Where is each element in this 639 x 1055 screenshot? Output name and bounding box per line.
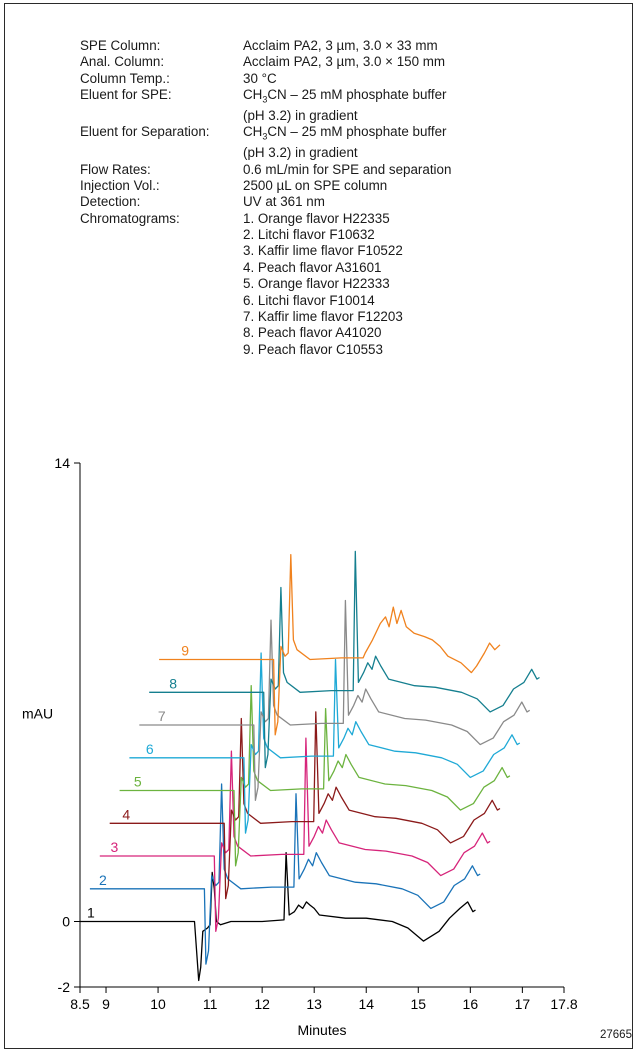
condition-row: Eluent for SPE: CH3CN – 25 mM phosphate b…	[80, 87, 451, 124]
series-label-1: 1	[87, 905, 95, 921]
condition-value-line: Acclaim PA2, 3 µm, 3.0 × 150 mm	[243, 54, 446, 70]
x-tick-label: 14	[358, 996, 374, 1012]
condition-value-line: CH3CN – 25 mM phosphate buffer	[243, 124, 447, 143]
x-tick-label: 15	[410, 996, 426, 1012]
condition-value-line: 2500 µL on SPE column	[243, 178, 388, 194]
x-axis-label: Minutes	[297, 1022, 346, 1038]
series-label-9: 9	[181, 643, 189, 659]
condition-value-line: Acclaim PA2, 3 µm, 3.0 × 33 mm	[243, 38, 438, 53]
figure-frame	[4, 3, 633, 1049]
condition-value-line: (pH 3.2) in gradient	[243, 108, 358, 124]
condition-value-line: (pH 3.2) in gradient	[243, 145, 358, 161]
condition-value: 1. Orange flavor H22335 2. Litchi flavor …	[243, 211, 403, 358]
condition-value-line: 30 °C	[243, 70, 277, 86]
condition-label: Chromatograms:	[80, 210, 180, 226]
series-label-2: 2	[99, 872, 107, 888]
condition-value: CH3CN – 25 mM phosphate buffer (pH 3.2) i…	[243, 87, 447, 124]
series-line-1	[80, 852, 476, 982]
condition-label: Column Temp.:	[80, 70, 170, 86]
condition-value: 30 °C	[243, 71, 277, 87]
series-label-6: 6	[146, 741, 154, 757]
y-tick-label: 0	[62, 914, 70, 930]
condition-value: UV at 361 nm	[243, 194, 325, 210]
condition-value-line: 1. Orange flavor H22335	[243, 210, 390, 226]
condition-value: 2500 µL on SPE column	[243, 178, 387, 194]
condition-value-line: 4. Peach flavor A31601	[243, 259, 382, 275]
condition-value-line: CH3CN – 25 mM phosphate buffer	[243, 87, 447, 105]
x-tick-label: 17.8	[550, 996, 577, 1012]
series-label-3: 3	[110, 839, 118, 855]
condition-row: Flow Rates: 0.6 mL/min for SPE and separa…	[80, 162, 451, 178]
x-tick-label: 17	[515, 996, 531, 1012]
x-tick-label: 8.5	[70, 996, 90, 1012]
series-line-9	[159, 554, 501, 736]
condition-label: Eluent for SPE:	[80, 87, 172, 103]
condition-label: Eluent for Separation:	[80, 124, 210, 140]
condition-value-line: 6. Litchi flavor F10014	[243, 292, 375, 308]
series-line-8	[149, 550, 540, 769]
x-tick-label: 12	[254, 996, 270, 1012]
condition-label: Detection:	[80, 194, 141, 210]
condition-row: Column Temp.: 30 °C	[80, 71, 451, 87]
series-line-6	[129, 652, 521, 834]
y-tick-label: -2	[58, 979, 71, 995]
x-tick-label: 11	[203, 996, 218, 1012]
condition-value-line: 2. Litchi flavor F10632	[243, 227, 375, 243]
y-tick-label: 14	[54, 455, 70, 471]
figure-id: 27665	[600, 1029, 632, 1041]
condition-row: Detection: UV at 361 nm	[80, 194, 451, 210]
series-label-4: 4	[122, 806, 130, 822]
condition-value: CH3CN – 25 mM phosphate buffer (pH 3.2) i…	[243, 124, 447, 161]
series-line-2	[89, 783, 481, 965]
condition-row: Eluent for Separation: CH3CN – 25 mM phos…	[80, 124, 451, 161]
series-label-8: 8	[169, 675, 177, 691]
x-tick-label: 10	[150, 996, 166, 1012]
condition-value-line: UV at 361 nm	[243, 194, 325, 210]
series-line-3	[99, 737, 491, 932]
condition-value: 0.6 mL/min for SPE and separation	[243, 162, 451, 178]
condition-row: Anal. Column: Acclaim PA2, 3 µm, 3.0 × 15…	[80, 54, 451, 70]
series-line-7	[139, 599, 531, 801]
x-tick-label: 13	[306, 996, 322, 1012]
condition-value: Acclaim PA2, 3 µm, 3.0 × 150 mm	[243, 54, 445, 70]
condition-label: Injection Vol.:	[80, 178, 160, 194]
condition-value-line: 0.6 mL/min for SPE and separation	[243, 161, 452, 177]
series-label-5: 5	[134, 774, 142, 790]
x-tick-label: 16	[463, 996, 479, 1012]
condition-value-line: 8. Peach flavor A41020	[243, 325, 382, 341]
series-line-4	[109, 711, 501, 900]
condition-label: SPE Column:	[80, 38, 161, 53]
condition-row: Injection Vol.: 2500 µL on SPE column	[80, 178, 451, 194]
condition-label: Flow Rates:	[80, 161, 151, 177]
condition-value-line: 7. Kaffir lime flavor F12203	[243, 308, 403, 324]
conditions-block: SPE Column: Acclaim PA2, 3 µm, 3.0 × 33 m…	[80, 38, 451, 358]
condition-value: Acclaim PA2, 3 µm, 3.0 × 33 mm	[243, 38, 438, 54]
series-line-5	[119, 685, 511, 867]
x-tick-label: 9	[102, 996, 110, 1012]
condition-row: SPE Column: Acclaim PA2, 3 µm, 3.0 × 33 m…	[80, 38, 451, 54]
condition-row: Chromatograms: 1. Orange flavor H22335 2. …	[80, 211, 451, 358]
condition-value-line: 3. Kaffir lime flavor F10522	[243, 243, 403, 259]
condition-value-line: 5. Orange flavor H22333	[243, 276, 390, 292]
y-axis-label: mAU	[22, 705, 53, 721]
series-label-7: 7	[158, 708, 166, 724]
condition-value-line: 9. Peach flavor C10553	[243, 341, 383, 357]
condition-label: Anal. Column:	[80, 54, 165, 70]
